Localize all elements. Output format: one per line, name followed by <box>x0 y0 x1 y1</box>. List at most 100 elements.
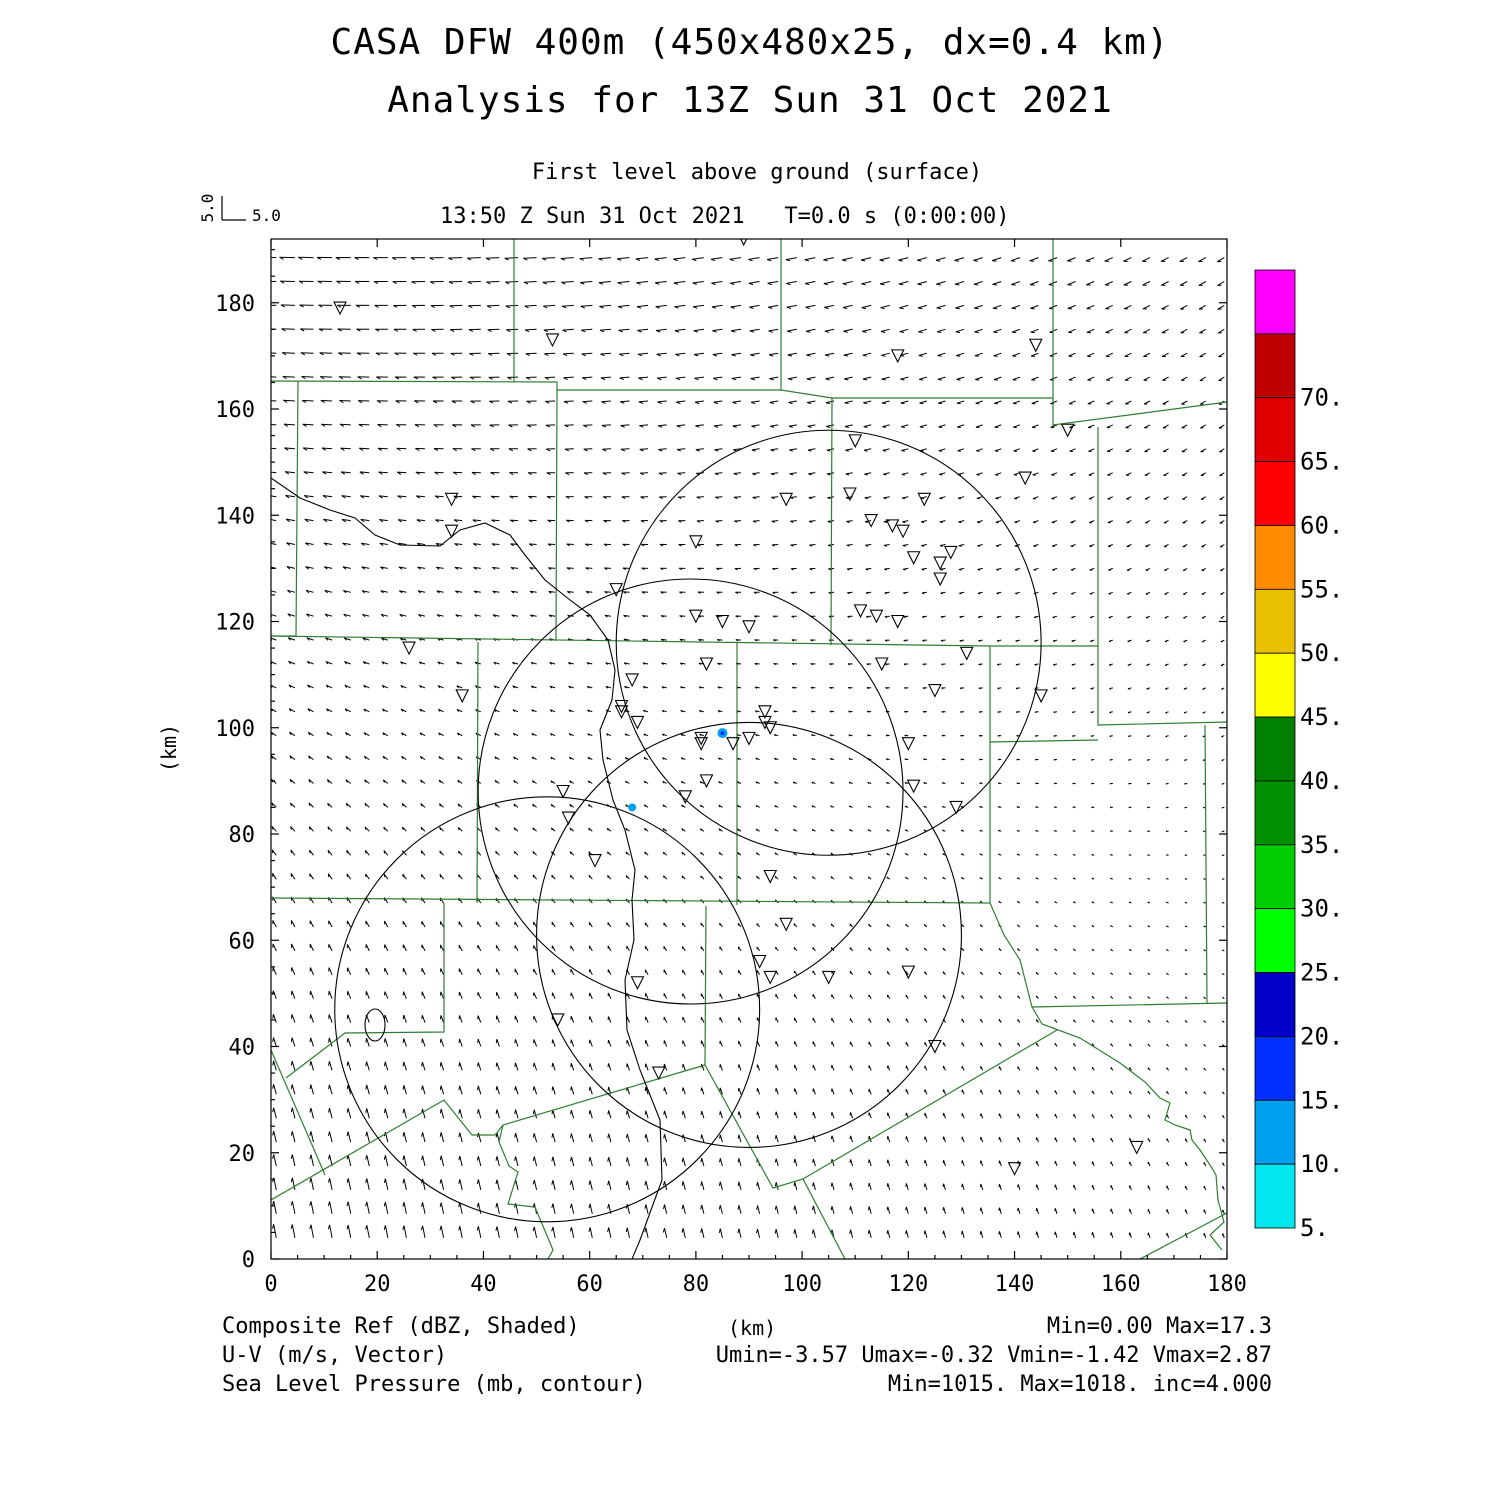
wind-vector <box>920 472 928 476</box>
wind-vector <box>1199 328 1207 334</box>
wind-vector <box>1091 1066 1095 1071</box>
wind-vector <box>1183 615 1188 619</box>
wind-vector <box>383 826 389 832</box>
wind-vector <box>512 732 519 737</box>
wind-vector <box>749 328 760 333</box>
wind-vector <box>570 968 575 976</box>
wind-vector <box>1052 615 1058 619</box>
wind-vector <box>700 1016 705 1023</box>
wind-vector <box>793 1182 798 1191</box>
wind-vector <box>719 969 723 976</box>
wind-vector <box>979 1230 984 1238</box>
wind-vector <box>849 1229 854 1238</box>
wind-vector <box>365 1038 370 1047</box>
wind-vector <box>1219 448 1225 453</box>
wind-vector <box>788 424 797 428</box>
station-marker <box>853 604 868 619</box>
wind-vector <box>523 257 537 261</box>
wind-vector <box>1072 735 1076 738</box>
wind-vector <box>272 1013 277 1023</box>
wind-vector <box>644 875 649 880</box>
wind-vector <box>328 1061 333 1071</box>
wind-vector <box>1182 567 1188 571</box>
wind-vector <box>547 543 556 547</box>
wind-vector <box>810 663 816 666</box>
wind-vector <box>346 826 352 832</box>
wind-vector <box>1054 901 1058 904</box>
wind-vector <box>284 471 295 475</box>
wind-vector <box>924 1159 928 1167</box>
wind-vector <box>865 544 872 547</box>
wind-vector <box>644 1087 649 1095</box>
wind-vector <box>679 591 686 594</box>
wind-vector <box>1129 1161 1132 1167</box>
wind-vector <box>395 424 407 428</box>
wind-vector <box>901 472 909 476</box>
colorbar-label: 30. <box>1300 895 1343 923</box>
wind-vector <box>504 281 519 285</box>
wind-vector <box>700 1204 705 1214</box>
y-tick-label: 180 <box>215 292 255 317</box>
wind-vector <box>1072 782 1076 785</box>
wind-vector <box>998 877 1002 880</box>
wind-vector <box>1090 663 1095 666</box>
wind-vector <box>924 947 928 952</box>
wind-vector <box>792 781 798 784</box>
wind-vector <box>378 495 388 499</box>
wind-vector <box>308 802 314 808</box>
wind-vector <box>677 496 686 499</box>
wind-vector <box>642 662 649 665</box>
wind-vector <box>771 496 779 500</box>
wind-vector <box>940 639 946 642</box>
wind-vector <box>998 1018 1002 1023</box>
wind-vector <box>793 875 798 880</box>
wind-vector <box>921 591 927 595</box>
wind-vector <box>1124 376 1132 381</box>
wind-vector <box>507 376 519 380</box>
wind-vector <box>472 519 481 523</box>
wind-vector <box>1033 615 1039 619</box>
wind-vector <box>848 710 853 713</box>
wind-vector <box>495 968 500 976</box>
wind-vector <box>621 520 630 523</box>
x-tick-label: 100 <box>782 1272 822 1297</box>
wind-vector <box>287 613 296 617</box>
wind-vector <box>1053 806 1058 809</box>
wind-vector <box>345 755 351 761</box>
wind-vector <box>607 922 612 928</box>
wind-vector <box>973 281 983 286</box>
wind-vector <box>1202 663 1206 666</box>
wind-vector <box>978 711 983 714</box>
wind-vector <box>1161 328 1169 334</box>
wind-vector <box>810 686 816 690</box>
wind-vector <box>1184 901 1188 904</box>
wind-vector <box>272 1224 277 1238</box>
wind-vector <box>324 613 333 617</box>
wind-vector <box>976 520 983 524</box>
wind-vector <box>1090 735 1095 738</box>
wind-vector <box>362 661 370 665</box>
wind-vector <box>588 1227 593 1238</box>
wind-vector <box>271 590 277 594</box>
wind-vector <box>1017 1089 1021 1095</box>
wind-vector <box>1184 972 1188 976</box>
wind-vector <box>458 1038 463 1047</box>
wind-vector <box>1012 352 1021 357</box>
wind-vector <box>867 1229 872 1238</box>
wind-vector <box>513 779 519 784</box>
wind-minmax: Umin=-3.57 Umax=-0.32 Vmin=-1.42 Vmax=2.… <box>715 1343 1272 1368</box>
wind-vector <box>700 922 705 928</box>
wind-vector <box>402 1061 407 1071</box>
wind-vector <box>849 1065 854 1071</box>
wind-vector <box>419 708 426 713</box>
wind-vector <box>997 711 1002 714</box>
wind-vector <box>882 472 890 476</box>
pressure-low-contour <box>364 1008 386 1042</box>
station-marker <box>630 715 645 730</box>
wind-vector <box>711 281 723 285</box>
wind-vector <box>738 1017 742 1023</box>
wind-vector <box>488 376 500 380</box>
wind-vector <box>774 1205 779 1214</box>
wind-vector <box>921 615 927 619</box>
